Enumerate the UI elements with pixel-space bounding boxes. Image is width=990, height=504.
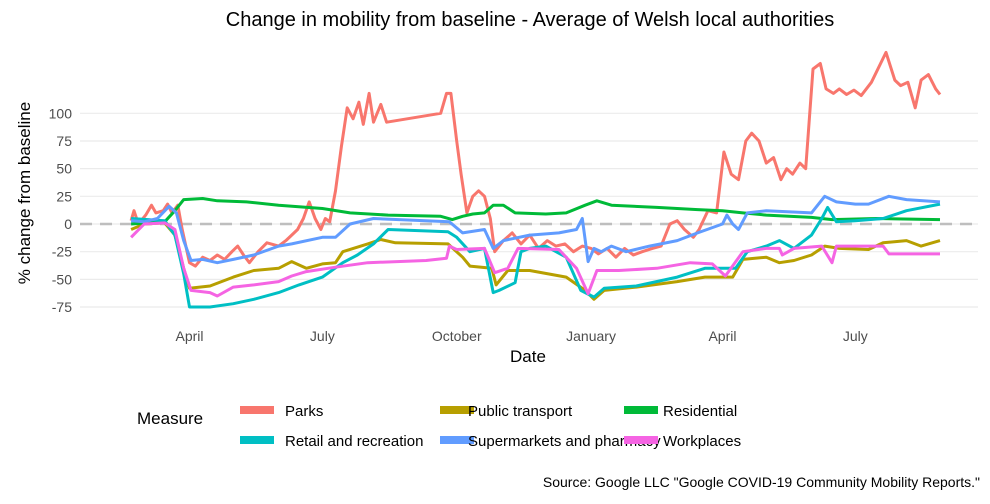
x-tick-label: July bbox=[310, 328, 335, 344]
series-line-residential bbox=[131, 197, 941, 226]
x-tick-label: July bbox=[843, 328, 868, 344]
series-lines bbox=[129, 50, 942, 309]
y-tick-label: 75 bbox=[56, 133, 72, 149]
legend-key bbox=[240, 436, 274, 444]
x-axis-ticks: April July October January April July bbox=[176, 328, 868, 344]
legend-title: Measure bbox=[137, 409, 203, 428]
legend-item: Retail and recreation bbox=[240, 433, 423, 450]
series-line-supermarkets-and-pharmacy bbox=[130, 194, 941, 265]
legend-key bbox=[624, 406, 658, 414]
legend-key bbox=[440, 406, 474, 414]
legend-key bbox=[440, 436, 474, 444]
legend-item: Residential bbox=[624, 403, 737, 420]
y-tick-label: -75 bbox=[52, 299, 72, 315]
x-axis-label: Date bbox=[510, 347, 546, 366]
legend-label: Workplaces bbox=[663, 433, 741, 450]
legend-item: Workplaces bbox=[624, 433, 741, 450]
x-tick-label: April bbox=[708, 328, 736, 344]
y-axis-ticks: 100 75 50 25 0 -25 -50 -75 bbox=[49, 105, 73, 315]
series-line-public-transport bbox=[130, 221, 941, 301]
legend-label: Supermarkets and pharmacy bbox=[468, 433, 661, 450]
y-tick-label: 0 bbox=[64, 216, 72, 232]
legend: Parks Public transport Residential Retail a… bbox=[240, 403, 741, 450]
y-tick-label: -50 bbox=[52, 271, 72, 287]
legend-item: Parks bbox=[240, 403, 323, 420]
legend-label: Public transport bbox=[468, 403, 573, 420]
legend-label: Residential bbox=[663, 403, 737, 420]
y-tick-label: -25 bbox=[52, 244, 72, 260]
legend-key bbox=[624, 436, 658, 444]
y-tick-label: 100 bbox=[49, 105, 73, 121]
y-tick-label: 25 bbox=[56, 188, 72, 204]
series-line-workplaces bbox=[130, 221, 940, 298]
legend-item: Supermarkets and pharmacy bbox=[440, 433, 661, 450]
gridlines bbox=[80, 112, 978, 308]
x-tick-label: October bbox=[432, 328, 482, 344]
y-tick-label: 50 bbox=[56, 161, 72, 177]
x-tick-label: January bbox=[566, 328, 616, 344]
legend-label: Retail and recreation bbox=[285, 433, 423, 450]
chart-title: Change in mobility from baseline - Avera… bbox=[226, 9, 834, 31]
legend-key bbox=[240, 406, 274, 414]
legend-item: Public transport bbox=[440, 403, 573, 420]
legend-label: Parks bbox=[285, 403, 323, 420]
x-tick-label: April bbox=[176, 328, 204, 344]
series-line-parks bbox=[129, 50, 942, 268]
y-axis-label: % change from baseline bbox=[15, 102, 34, 284]
chart-caption: Source: Google LLC "Google COVID-19 Comm… bbox=[543, 474, 980, 490]
